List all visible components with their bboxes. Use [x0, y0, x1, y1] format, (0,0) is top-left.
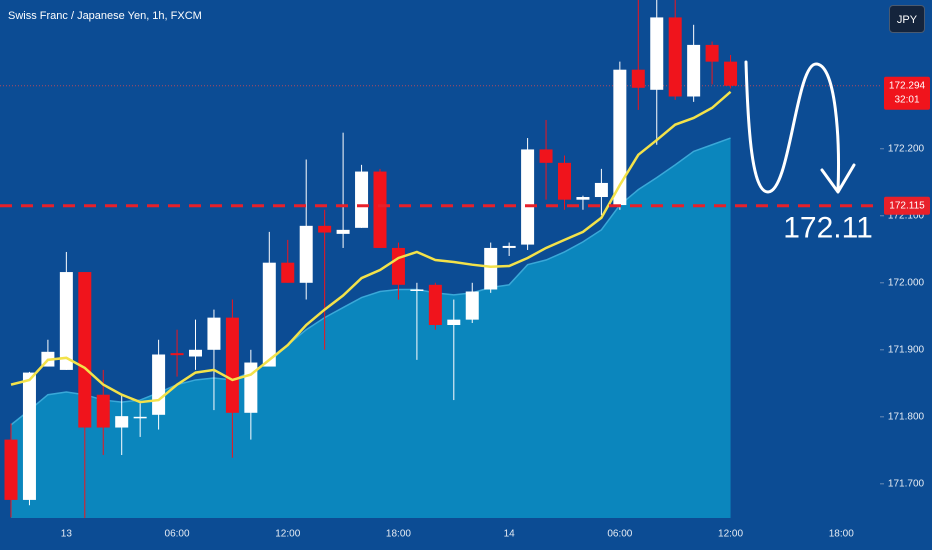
- candle-body: [373, 171, 387, 248]
- y-tick-label: 172.100: [888, 210, 925, 221]
- currency-button[interactable]: JPY: [889, 5, 925, 33]
- x-tick-label: 18:00: [386, 529, 411, 540]
- candle-body: [299, 225, 313, 283]
- candle-body: [410, 289, 424, 291]
- candle-body: [262, 262, 276, 367]
- candle-body: [115, 416, 129, 428]
- candle-body: [539, 149, 553, 163]
- candle-body: [631, 69, 645, 88]
- ema-line: [10, 90, 732, 404]
- candle-body: [594, 182, 608, 198]
- last-price-box: [884, 76, 930, 110]
- x-tick-label: 14: [504, 529, 516, 540]
- candle-body: [724, 61, 738, 86]
- candle-body: [281, 262, 295, 283]
- y-tick-label: 172.000: [888, 277, 925, 288]
- candle-body: [4, 439, 18, 500]
- arrow-drawing: [744, 60, 856, 194]
- candle-body: [225, 317, 239, 413]
- candle-body: [484, 247, 498, 290]
- candle-body: [576, 197, 590, 200]
- candle-body: [687, 44, 701, 97]
- candle-body: [78, 272, 92, 428]
- candle-body: [336, 229, 350, 234]
- candle-body: [152, 354, 166, 415]
- candle-body: [96, 394, 110, 428]
- x-tick-label: 12:00: [275, 529, 300, 540]
- candle-body: [189, 349, 202, 357]
- x-tick-label: 06:00: [607, 529, 632, 540]
- candle-body: [650, 17, 664, 90]
- y-tick-label: 171.700: [888, 478, 925, 489]
- candle-body: [355, 171, 369, 228]
- candle-body: [59, 272, 73, 370]
- candle-body: [705, 44, 719, 62]
- candle-body: [318, 225, 332, 233]
- countdown-label: 32:01: [894, 94, 919, 105]
- y-tick-label: 172.200: [888, 143, 925, 154]
- x-tick-label: 13: [61, 529, 73, 540]
- plot-area: [0, 0, 880, 518]
- candle-body: [133, 416, 147, 419]
- area-fill: [11, 138, 731, 518]
- candle-body: [447, 319, 461, 326]
- candle-body: [502, 245, 516, 248]
- candle-body: [558, 162, 571, 200]
- candle-body: [22, 372, 36, 500]
- level-label: 172.115: [889, 200, 925, 211]
- level-box: [884, 196, 930, 215]
- symbol-title: Swiss Franc / Japanese Yen, 1h, FXCM: [8, 10, 202, 22]
- area-edge: [10, 137, 731, 426]
- last-price-label: 172.294: [889, 80, 926, 91]
- candle-body: [428, 284, 442, 326]
- candle-body: [465, 291, 479, 320]
- candle-body: [668, 17, 682, 97]
- candle-body: [170, 353, 184, 356]
- axes: 171.700 171.800 171.900 172.000 172.100 172.2…: [61, 76, 930, 540]
- x-tick-label: 06:00: [165, 529, 190, 540]
- x-tick-label: 12:00: [718, 529, 743, 540]
- candle-body: [391, 247, 405, 285]
- candle-body: [613, 69, 627, 206]
- y-tick-label: 171.900: [888, 344, 925, 355]
- candle-body: [207, 317, 221, 350]
- x-tick-label: 18:00: [829, 529, 854, 540]
- annotation-text: 172.11: [783, 212, 873, 245]
- y-tick-label: 171.800: [888, 411, 925, 422]
- candle-body: [521, 149, 535, 245]
